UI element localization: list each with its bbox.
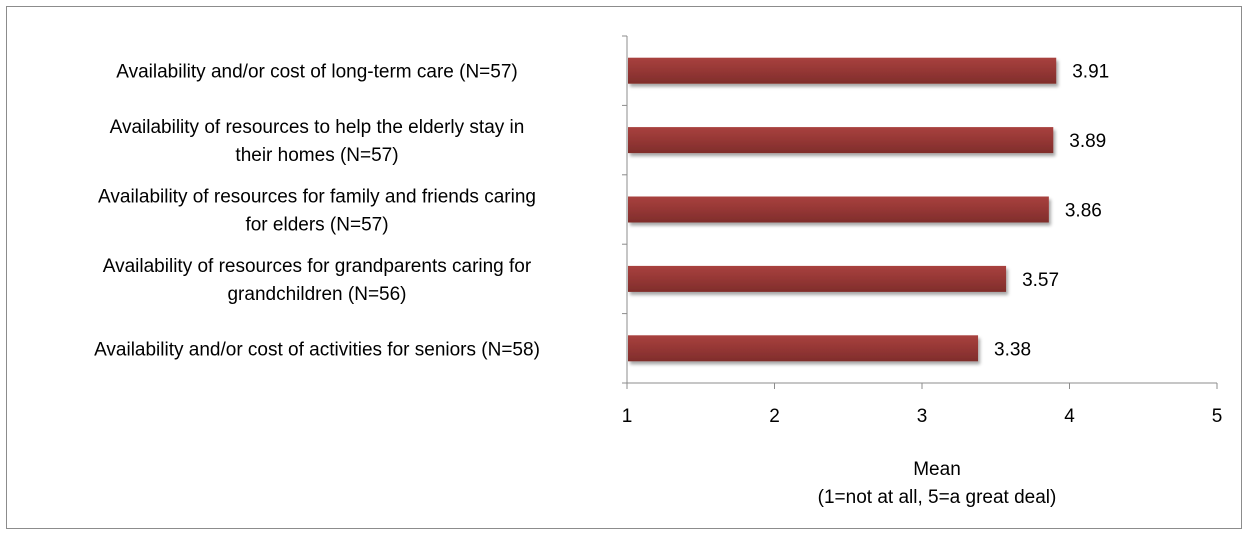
- bars: [628, 57, 1057, 362]
- category-label: Availability and/or cost of long-term ca…: [116, 62, 517, 83]
- x-tick-label: 3: [917, 406, 928, 427]
- bar: [628, 57, 1057, 84]
- bar: [628, 127, 1054, 154]
- bar-value-label: 3.91: [1072, 62, 1109, 83]
- bar-value-label: 3.89: [1069, 131, 1106, 152]
- bar-value-label: 3.38: [994, 339, 1031, 360]
- bar-value-label: 3.57: [1022, 270, 1059, 291]
- x-tick-label: 4: [1064, 406, 1075, 427]
- x-tick-label: 5: [1212, 406, 1223, 427]
- category-label: Availability and/or cost of activities f…: [94, 339, 540, 360]
- category-label: Availability of resources to help the el…: [110, 117, 525, 166]
- category-label: Availability of resources for family and…: [98, 187, 536, 236]
- labels: 1 2 3 4 5 3.91 Availability and/or cost of lon…: [94, 62, 1222, 508]
- x-tick-label: 2: [769, 406, 780, 427]
- x-axis-title: Mean (1=not at all, 5=a great deal): [818, 459, 1057, 508]
- bar: [628, 196, 1049, 223]
- bar-value-label: 3.86: [1065, 201, 1102, 222]
- bar: [628, 265, 1007, 292]
- category-label: Availability of resources for grandparen…: [103, 256, 532, 305]
- chart-frame: [6, 6, 1242, 529]
- x-tick-label: 1: [622, 406, 633, 427]
- axes: [622, 35, 1218, 389]
- bar: [628, 335, 979, 362]
